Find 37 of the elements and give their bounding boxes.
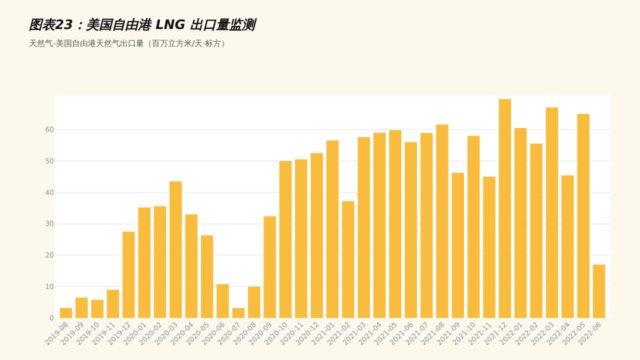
bar	[154, 206, 166, 318]
bar	[279, 160, 292, 318]
bar	[76, 298, 88, 318]
bar	[264, 216, 276, 318]
bar	[310, 153, 323, 318]
bar	[373, 132, 386, 318]
bar	[483, 176, 496, 318]
bar	[498, 99, 512, 318]
bar	[546, 108, 558, 318]
bar	[248, 286, 260, 318]
bar	[326, 140, 339, 318]
chart-subtitle: 天然气-美国自由港天然气出口量（百万立方米/天·标方）	[29, 39, 230, 48]
chart-title: 图表23：美国自由港 LNG 出口量监测	[29, 17, 257, 33]
bar	[404, 142, 417, 318]
bar	[122, 232, 135, 318]
bar	[436, 124, 448, 318]
bar	[170, 181, 182, 318]
bar	[138, 207, 150, 318]
bar	[342, 201, 354, 318]
bar	[295, 159, 308, 318]
bar	[91, 300, 104, 318]
bar	[106, 290, 120, 318]
bar	[530, 144, 542, 318]
bar	[60, 308, 72, 318]
bar	[467, 136, 480, 318]
bar	[452, 172, 464, 318]
bar	[389, 130, 402, 318]
bar	[216, 284, 229, 318]
bar	[185, 214, 198, 318]
bar	[232, 308, 245, 318]
bar	[200, 235, 214, 318]
bar	[577, 114, 590, 318]
bar	[358, 137, 370, 318]
bar	[420, 133, 433, 318]
bar	[562, 175, 574, 318]
bar	[514, 128, 527, 318]
bar	[592, 264, 606, 318]
